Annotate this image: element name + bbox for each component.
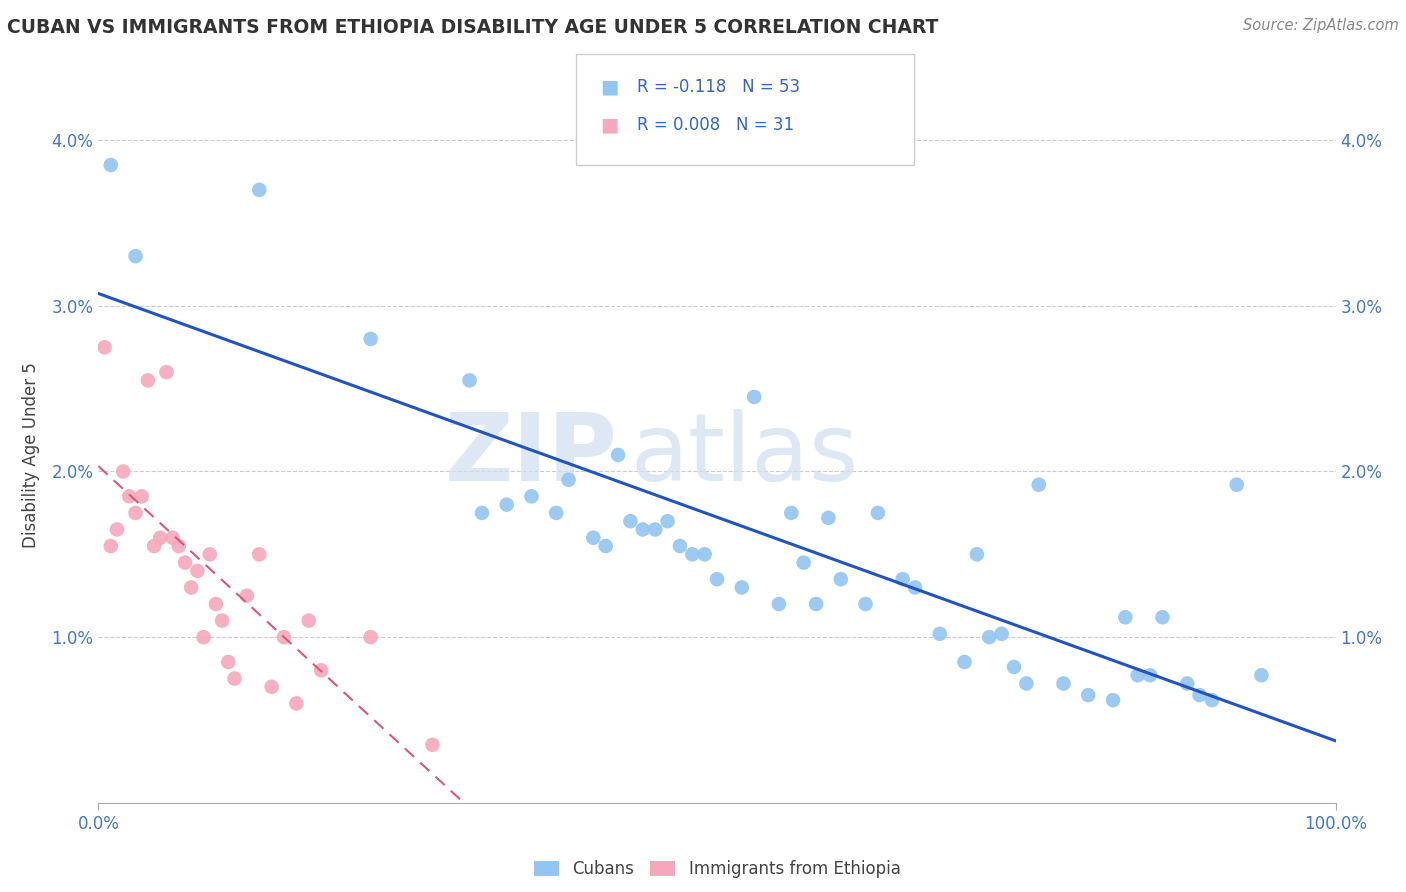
Point [1250, 668, 1272, 682]
Point [619, 514, 641, 528]
Point [1226, 477, 1249, 491]
Point [136, 373, 159, 387]
Point [224, 672, 246, 686]
Point [100, 158, 122, 172]
Text: R = 0.008   N = 31: R = 0.008 N = 31 [637, 116, 794, 134]
Point [780, 506, 803, 520]
Text: R = -0.118   N = 53: R = -0.118 N = 53 [637, 78, 800, 95]
Point [1188, 688, 1211, 702]
Point [731, 581, 754, 595]
Point [1052, 676, 1074, 690]
Point [309, 663, 332, 677]
Point [198, 547, 221, 561]
Text: ZIP: ZIP [446, 409, 619, 501]
Point [118, 489, 141, 503]
Point [582, 531, 605, 545]
Point [298, 614, 321, 628]
Point [546, 506, 568, 520]
Point [557, 473, 579, 487]
Point [1102, 693, 1125, 707]
Point [830, 572, 852, 586]
Point [1126, 668, 1149, 682]
Point [124, 249, 146, 263]
Point [360, 630, 382, 644]
Point [1139, 668, 1161, 682]
Point [1201, 693, 1223, 707]
Text: ■: ■ [600, 115, 619, 135]
Point [631, 523, 654, 537]
Point [669, 539, 692, 553]
Point [979, 630, 1001, 644]
Point [186, 564, 208, 578]
Point [149, 531, 172, 545]
Point [742, 390, 765, 404]
Point [236, 589, 259, 603]
Point [105, 523, 128, 537]
Point [193, 630, 215, 644]
Point [458, 373, 481, 387]
Point [1028, 477, 1050, 491]
Point [891, 572, 914, 586]
Point [180, 581, 202, 595]
Text: ■: ■ [600, 77, 619, 96]
Point [1175, 676, 1198, 690]
Point [953, 655, 976, 669]
Point [657, 514, 679, 528]
Point [205, 597, 228, 611]
Point [928, 627, 950, 641]
Point [174, 556, 197, 570]
Point [247, 547, 270, 561]
Point [793, 556, 815, 570]
Text: CUBAN VS IMMIGRANTS FROM ETHIOPIA DISABILITY AGE UNDER 5 CORRELATION CHART: CUBAN VS IMMIGRANTS FROM ETHIOPIA DISABI… [7, 18, 938, 37]
Point [904, 581, 927, 595]
Point [866, 506, 889, 520]
Point [162, 531, 184, 545]
Point [422, 738, 444, 752]
Point [1114, 610, 1136, 624]
Point [644, 523, 666, 537]
Point [360, 332, 382, 346]
Point [285, 697, 308, 711]
Point [966, 547, 988, 561]
Point [855, 597, 877, 611]
Text: Source: ZipAtlas.com: Source: ZipAtlas.com [1243, 18, 1399, 33]
Point [607, 448, 630, 462]
Point [211, 614, 233, 628]
Legend: Cubans, Immigrants from Ethiopia: Cubans, Immigrants from Ethiopia [527, 854, 907, 885]
Point [217, 655, 239, 669]
Point [143, 539, 166, 553]
Point [273, 630, 295, 644]
Point [131, 489, 153, 503]
Point [1002, 660, 1025, 674]
Point [768, 597, 790, 611]
Text: atlas: atlas [630, 409, 859, 501]
Point [1077, 688, 1099, 702]
Point [100, 539, 122, 553]
Point [155, 365, 177, 379]
Point [817, 511, 839, 525]
Point [260, 680, 283, 694]
Point [93, 340, 115, 354]
Point [990, 627, 1012, 641]
Y-axis label: Disability Age Under 5: Disability Age Under 5 [22, 362, 41, 548]
Point [495, 498, 517, 512]
Point [112, 465, 135, 479]
Point [247, 183, 270, 197]
Point [804, 597, 827, 611]
Point [693, 547, 716, 561]
Point [471, 506, 494, 520]
Point [595, 539, 617, 553]
Point [1152, 610, 1174, 624]
Point [706, 572, 728, 586]
Point [1015, 676, 1038, 690]
Point [167, 539, 190, 553]
Point [681, 547, 703, 561]
Point [520, 489, 543, 503]
Point [124, 506, 146, 520]
